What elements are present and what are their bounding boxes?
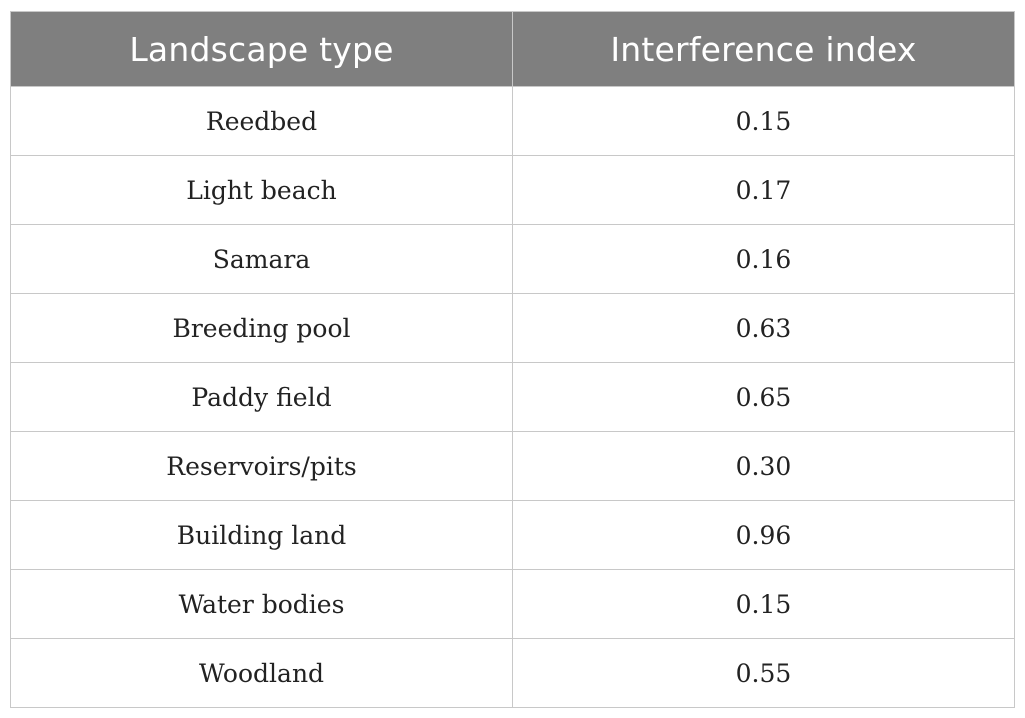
landscape-type-cell: Reedbed bbox=[10, 86, 513, 156]
interference-index-table: Landscape type Interference index Reedbe… bbox=[10, 11, 1015, 708]
landscape-type-cell: Breeding pool bbox=[10, 293, 513, 363]
interference-index-cell: 0.15 bbox=[512, 86, 1015, 156]
landscape-type-cell: Light beach bbox=[10, 155, 513, 225]
landscape-type-cell: Woodland bbox=[10, 638, 513, 708]
landscape-type-cell: Paddy field bbox=[10, 362, 513, 432]
table-row: Breeding pool 0.63 bbox=[10, 293, 1015, 363]
table-row: Paddy field 0.65 bbox=[10, 362, 1015, 432]
table-header: Landscape type Interference index bbox=[10, 11, 1015, 87]
interference-index-cell: 0.63 bbox=[512, 293, 1015, 363]
header-row: Landscape type Interference index bbox=[10, 11, 1015, 87]
table-row: Woodland 0.55 bbox=[10, 638, 1015, 708]
landscape-type-cell: Building land bbox=[10, 500, 513, 570]
header-interference-index: Interference index bbox=[512, 11, 1015, 87]
header-landscape-type: Landscape type bbox=[10, 11, 513, 87]
table-row: Building land 0.96 bbox=[10, 500, 1015, 570]
interference-index-cell: 0.16 bbox=[512, 224, 1015, 294]
table-row: Reservoirs/pits 0.30 bbox=[10, 431, 1015, 501]
interference-index-cell: 0.96 bbox=[512, 500, 1015, 570]
table-row: Water bodies 0.15 bbox=[10, 569, 1015, 639]
landscape-type-cell: Reservoirs/pits bbox=[10, 431, 513, 501]
data-table-container: Landscape type Interference index Reedbe… bbox=[10, 11, 1015, 708]
table-row: Light beach 0.17 bbox=[10, 155, 1015, 225]
landscape-type-cell: Samara bbox=[10, 224, 513, 294]
table-row: Reedbed 0.15 bbox=[10, 86, 1015, 156]
landscape-type-cell: Water bodies bbox=[10, 569, 513, 639]
interference-index-cell: 0.65 bbox=[512, 362, 1015, 432]
interference-index-cell: 0.15 bbox=[512, 569, 1015, 639]
table-row: Samara 0.16 bbox=[10, 224, 1015, 294]
interference-index-cell: 0.17 bbox=[512, 155, 1015, 225]
interference-index-cell: 0.30 bbox=[512, 431, 1015, 501]
table-body: Reedbed 0.15 Light beach 0.17 Samara 0.1… bbox=[10, 86, 1015, 708]
interference-index-cell: 0.55 bbox=[512, 638, 1015, 708]
